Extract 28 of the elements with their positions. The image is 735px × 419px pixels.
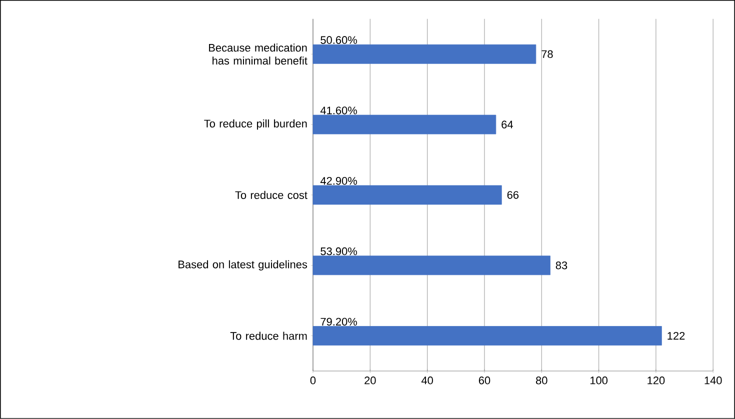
y-tick-label: Because medication has minimal benefit bbox=[209, 44, 308, 65]
y-tick-label: Based on latest guidelines bbox=[178, 260, 308, 271]
annotation: 53.90% bbox=[320, 247, 357, 256]
x-tick-label: 20 bbox=[364, 376, 376, 384]
y-tick-label: To reduce pill burden bbox=[204, 119, 307, 130]
data-label: 66 bbox=[507, 191, 519, 199]
x-tick-label: 120 bbox=[648, 376, 665, 384]
x-tick-label: 0 bbox=[310, 376, 316, 384]
data-label: 78 bbox=[542, 50, 553, 58]
x-tick-label: 40 bbox=[421, 376, 433, 384]
data-label: 122 bbox=[668, 332, 685, 340]
data-label: 83 bbox=[556, 262, 568, 270]
bar bbox=[312, 114, 496, 134]
x-tick-label: 140 bbox=[704, 376, 722, 384]
bar bbox=[312, 256, 550, 276]
x-tick-label: 80 bbox=[536, 376, 548, 384]
bar bbox=[312, 185, 502, 205]
bar bbox=[312, 326, 662, 346]
bar bbox=[312, 44, 536, 64]
data-label: 64 bbox=[502, 120, 513, 128]
annotation: 42.90% bbox=[320, 177, 357, 185]
x-tick-label: 60 bbox=[478, 376, 490, 384]
y-tick-label: To reduce harm bbox=[230, 332, 307, 340]
y-tick-label: To reduce cost bbox=[235, 190, 308, 200]
annotation: 41.60% bbox=[320, 106, 357, 114]
annotation: 79.20% bbox=[320, 318, 357, 326]
x-tick-label: 100 bbox=[590, 376, 608, 384]
annotation: 50.60% bbox=[320, 36, 357, 44]
